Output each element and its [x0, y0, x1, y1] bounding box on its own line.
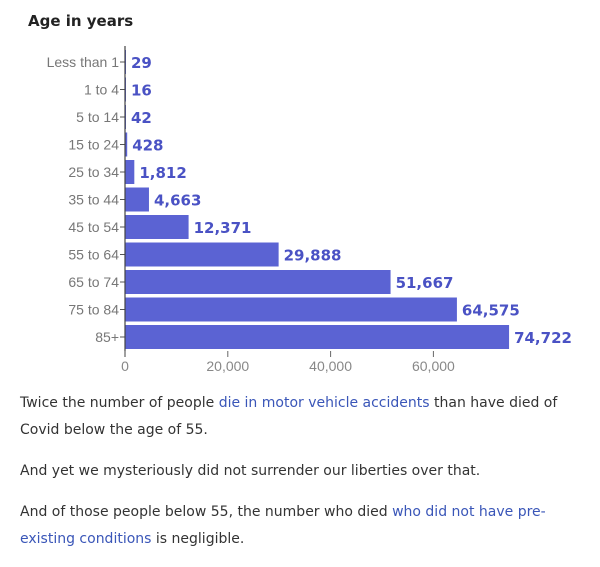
- value-label: 4,663: [154, 192, 201, 210]
- bar-11: [125, 325, 510, 349]
- value-label: 428: [132, 137, 163, 155]
- x-tick-label: 20,000: [206, 358, 249, 374]
- x-tick-label: 60,000: [412, 358, 455, 374]
- article-text: Twice the number of people die in motor …: [20, 390, 580, 567]
- value-label: 12,371: [194, 219, 252, 237]
- value-label: 51,667: [396, 274, 454, 292]
- paragraph-1-text-b: than have died of Covid below the age of…: [20, 395, 558, 438]
- y-tick-label: 25 to 34: [68, 164, 119, 180]
- y-tick-label: 55 to 64: [68, 247, 119, 263]
- value-label: 42: [131, 109, 152, 127]
- bar-8: [125, 242, 279, 267]
- value-label: 74,722: [514, 329, 572, 347]
- y-tick-label: 35 to 44: [68, 192, 119, 208]
- y-tick-label: 45 to 54: [68, 219, 119, 235]
- pre-existing-conditions-link[interactable]: who did not have pre-existing conditions: [20, 504, 546, 547]
- paragraph-1: Twice the number of people die in motor …: [20, 390, 580, 444]
- y-tick-label: 85+: [95, 329, 119, 345]
- value-labels: 29 16 42 428 1,812 4,663 12,371 29,888 51,667 64,…: [131, 54, 572, 347]
- y-tick-label: 75 to 84: [68, 302, 119, 318]
- y-axis-labels: Less than 1 1 to 4 5 to 14 15 to 24 25 to 34…: [47, 54, 120, 345]
- axes: 0 20,000 40,000 60,000: [120, 46, 455, 374]
- bar-10: [125, 297, 457, 322]
- bar-4: [125, 132, 128, 157]
- y-tick-label: Less than 1: [47, 54, 120, 70]
- bar-group: [125, 50, 510, 349]
- value-label: 64,575: [462, 302, 520, 320]
- paragraph-3: And of those people below 55, the number…: [20, 499, 580, 553]
- x-tick-label: 40,000: [309, 358, 352, 374]
- bar-chart: Less than 1 1 to 4 5 to 14 15 to 24 25 to 34…: [47, 46, 572, 374]
- bar-9: [125, 270, 391, 294]
- paragraph-2: And yet we mysteriously did not surrende…: [20, 463, 481, 479]
- paragraph-1-text-a: Twice the number of people: [20, 395, 219, 411]
- motor-vehicle-accidents-link[interactable]: die in motor vehicle accidents: [218, 395, 430, 411]
- value-label: 29: [131, 54, 152, 72]
- bar-6: [125, 187, 149, 212]
- value-label: 16: [131, 82, 152, 100]
- x-tick-label: 0: [121, 358, 129, 374]
- paragraph-3-text-b: is negligible.: [151, 531, 245, 547]
- y-tick-label: 1 to 4: [84, 82, 119, 98]
- y-tick-label: 5 to 14: [76, 109, 119, 125]
- chart-title: Age in years: [28, 12, 134, 30]
- value-label: 1,812: [139, 164, 186, 182]
- bar-5: [125, 160, 135, 184]
- y-tick-label: 15 to 24: [68, 137, 119, 153]
- bar-7: [125, 215, 189, 239]
- paragraph-3-text-a: And of those people below 55, the number…: [20, 504, 393, 520]
- value-label: 29,888: [284, 247, 342, 265]
- y-tick-label: 65 to 74: [68, 274, 119, 290]
